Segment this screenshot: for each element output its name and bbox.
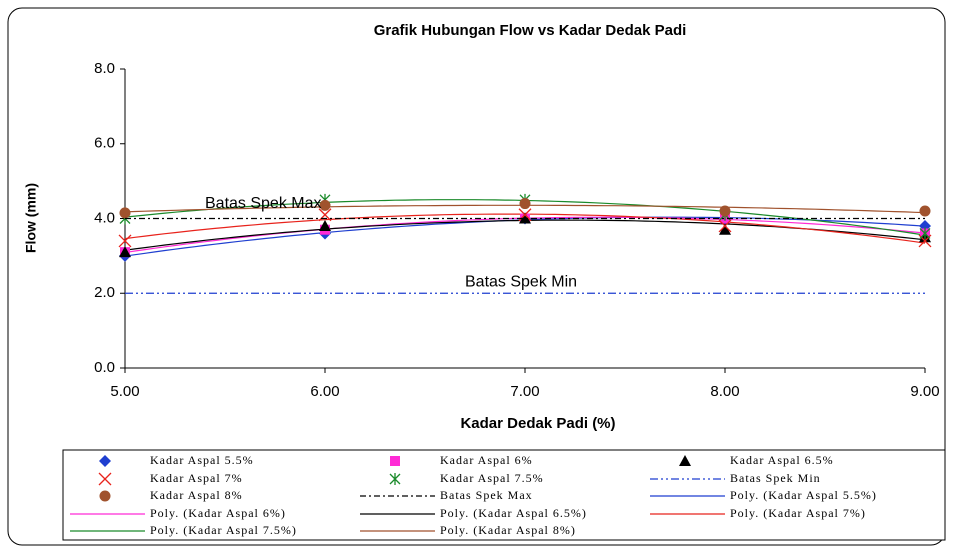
annotation: Batas Spek Min	[465, 273, 577, 290]
x-tick-label: 8.00	[710, 383, 739, 400]
marker	[319, 219, 331, 231]
legend-label: Poly. (Kadar Aspal 5.5%)	[730, 488, 877, 502]
marker	[519, 198, 531, 210]
marker	[319, 199, 331, 211]
chart-title: Grafik Hubungan Flow vs Kadar Dedak Padi	[374, 22, 687, 39]
y-axis-label: Flow (mm)	[23, 183, 39, 253]
legend-label: Kadar Aspal 8%	[150, 488, 243, 502]
x-tick-label: 5.00	[110, 383, 139, 400]
marker	[719, 223, 731, 235]
legend-label: Batas Spek Min	[730, 471, 821, 485]
legend-label: Poly. (Kadar Aspal 6.5%)	[440, 506, 587, 520]
marker	[118, 234, 132, 248]
y-tick-label: 2.0	[94, 284, 115, 301]
legend-label: Poly. (Kadar Aspal 7%)	[730, 506, 866, 520]
marker	[119, 207, 131, 219]
marker	[98, 472, 112, 486]
legend-label: Kadar Aspal 7.5%	[440, 471, 544, 485]
marker	[679, 455, 691, 466]
marker	[519, 212, 531, 224]
annotation: Batas Spek Max	[205, 195, 322, 212]
y-tick-label: 4.0	[94, 209, 115, 226]
marker	[919, 205, 931, 217]
marker	[389, 473, 401, 485]
legend-label: Kadar Aspal 7%	[150, 471, 243, 485]
legend-label: Poly. (Kadar Aspal 6%)	[150, 506, 286, 520]
legend-box	[62, 449, 946, 541]
x-tick-label: 6.00	[310, 383, 339, 400]
marker	[119, 246, 131, 258]
x-tick-label: 9.00	[910, 383, 939, 400]
legend-label: Kadar Aspal 6.5%	[730, 453, 834, 467]
legend-label: Kadar Aspal 5.5%	[150, 453, 254, 467]
legend-label: Poly. (Kadar Aspal 8%)	[440, 523, 576, 537]
marker	[99, 455, 111, 467]
marker	[919, 227, 931, 240]
x-tick-label: 7.00	[510, 383, 539, 400]
y-tick-label: 0.0	[94, 359, 115, 376]
x-axis-label: Kadar Dedak Padi (%)	[460, 415, 615, 432]
y-tick-label: 6.0	[94, 135, 115, 152]
marker	[99, 490, 111, 502]
legend-label: Batas Spek Max	[440, 488, 533, 502]
marker	[718, 219, 732, 233]
y-tick-label: 8.0	[94, 60, 115, 77]
chart-border	[7, 7, 946, 546]
marker	[719, 205, 731, 217]
marker	[390, 456, 400, 466]
legend-label: Poly. (Kadar Aspal 7.5%)	[150, 523, 297, 537]
legend-label: Kadar Aspal 6%	[440, 453, 533, 467]
